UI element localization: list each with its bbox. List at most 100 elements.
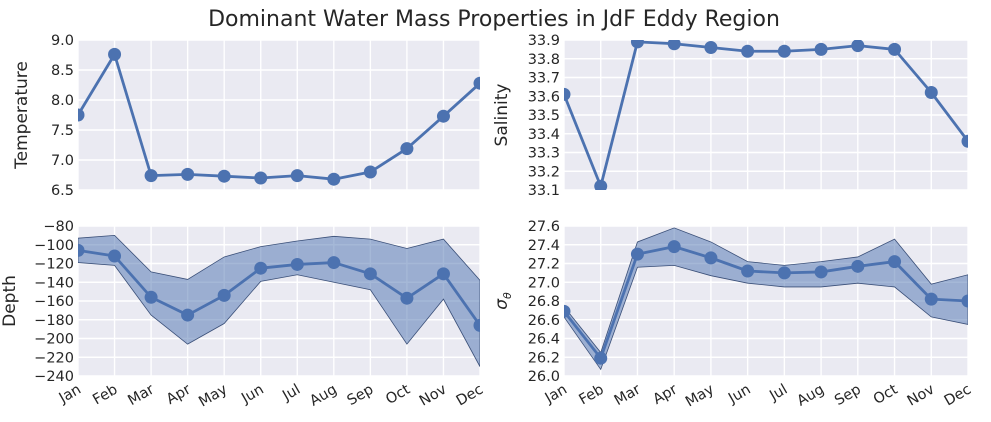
x-tick-label: Jul xyxy=(279,382,303,405)
x-tick-label: Jan xyxy=(56,382,84,408)
x-tick-label: Sep xyxy=(832,382,864,410)
series-line xyxy=(564,40,968,188)
data-point xyxy=(473,318,480,332)
y-tick-label: −80 xyxy=(43,219,74,235)
data-point xyxy=(400,142,414,156)
y-tick-label: −240 xyxy=(34,369,74,385)
subplot-3: −240 −220 −200 −180 −160 −140 −120 −100 −80 Jan Fe… xyxy=(0,219,486,410)
y-tick-label: 27.2 xyxy=(528,257,560,273)
data-point xyxy=(851,259,865,273)
x-tick-label: Aug xyxy=(795,382,828,410)
x-tick-label: Nov xyxy=(417,381,450,409)
x-tick-label: May xyxy=(683,381,717,410)
y-tick-label: 9.0 xyxy=(51,33,74,49)
y-tick-label: 27.6 xyxy=(528,219,560,235)
data-point xyxy=(814,265,828,279)
data-point xyxy=(436,109,450,123)
data-point xyxy=(564,304,571,318)
data-point xyxy=(630,40,644,49)
data-point xyxy=(78,243,85,257)
plot-area xyxy=(78,40,480,190)
data-point xyxy=(436,267,450,281)
y-tick-label: −220 xyxy=(34,350,74,366)
x-tick-label: Apr xyxy=(650,382,680,408)
uncertainty-band xyxy=(564,227,968,371)
data-point xyxy=(144,169,158,183)
series-line xyxy=(78,53,480,181)
data-point xyxy=(741,264,755,278)
data-point xyxy=(667,240,681,254)
x-tick-label: Mar xyxy=(612,382,644,410)
plot-content xyxy=(78,234,480,367)
data-point xyxy=(217,288,231,302)
data-point xyxy=(814,42,828,56)
figure-title: Dominant Water Mass Properties in JdF Ed… xyxy=(208,7,780,32)
y-axis-label: Salinity xyxy=(492,84,512,147)
y-tick-label: −160 xyxy=(34,294,74,310)
y-tick-label: 26.4 xyxy=(528,332,560,348)
data-point xyxy=(777,44,791,58)
data-point xyxy=(363,165,377,179)
x-tick-label: Jul xyxy=(766,382,790,405)
y-tick-label: 26.2 xyxy=(528,350,560,366)
x-tick-label: Sep xyxy=(345,382,377,410)
data-point xyxy=(564,87,571,101)
y-tick-label: 33.2 xyxy=(528,164,560,180)
y-tick-label: 26.0 xyxy=(528,369,560,385)
plot-content xyxy=(564,227,968,371)
data-point xyxy=(777,266,791,280)
subplot-4: 26.0 26.2 26.4 26.6 26.8 27.0 27.2 27.4 27.6 Jan F… xyxy=(492,219,974,410)
y-tick-label: 7.5 xyxy=(51,123,74,139)
data-point xyxy=(704,251,718,265)
data-point xyxy=(290,169,304,183)
data-point xyxy=(473,76,480,90)
x-tick-label: Apr xyxy=(164,382,194,408)
x-tick-label: Feb xyxy=(576,382,606,409)
data-point xyxy=(181,167,195,181)
x-tick-label: Jun xyxy=(238,382,266,408)
data-point xyxy=(594,179,608,190)
data-point xyxy=(400,291,414,305)
y-tick-label: 26.8 xyxy=(528,294,560,310)
data-point xyxy=(181,308,195,322)
y-tick-label: 33.1 xyxy=(528,183,560,199)
data-point xyxy=(290,257,304,271)
x-tick-label: May xyxy=(196,381,230,410)
y-tick-label: 33.5 xyxy=(528,108,560,124)
y-tick-label: −180 xyxy=(34,313,74,329)
data-point xyxy=(217,169,231,183)
data-point xyxy=(961,294,968,308)
data-point xyxy=(704,41,718,54)
y-tick-label: 33.9 xyxy=(528,33,560,49)
y-tick-label: 33.7 xyxy=(528,71,560,87)
plot-content xyxy=(78,47,480,186)
y-tick-label: 7.0 xyxy=(51,153,74,169)
y-tick-label: 33.8 xyxy=(528,52,560,68)
y-tick-label: −100 xyxy=(34,238,74,254)
y-axis-label: Depth xyxy=(0,275,20,327)
data-point xyxy=(108,249,122,263)
y-tick-label: −200 xyxy=(34,332,74,348)
subplot-1: 6.5 7.0 7.5 8.0 8.5 9.0 Temperature xyxy=(12,33,481,199)
data-point xyxy=(851,40,865,53)
data-point xyxy=(254,261,268,275)
y-tick-label: 33.6 xyxy=(528,89,560,105)
data-point xyxy=(924,86,938,99)
data-point xyxy=(78,108,85,122)
x-tick-label: Jan xyxy=(542,382,570,408)
y-tick-label: 8.5 xyxy=(51,63,74,79)
x-tick-label: Dec xyxy=(454,382,486,410)
data-point xyxy=(144,290,158,304)
y-axis-label: σθ xyxy=(492,292,514,310)
data-point xyxy=(888,42,902,56)
y-tick-label: 26.6 xyxy=(528,313,560,329)
data-point xyxy=(363,267,377,281)
data-point xyxy=(108,47,122,61)
x-tick-label: Feb xyxy=(90,382,120,409)
data-point xyxy=(594,351,608,365)
data-point xyxy=(741,44,755,58)
x-tick-label: Dec xyxy=(942,382,974,410)
x-tick-label: Mar xyxy=(125,382,157,410)
data-point xyxy=(327,172,341,186)
